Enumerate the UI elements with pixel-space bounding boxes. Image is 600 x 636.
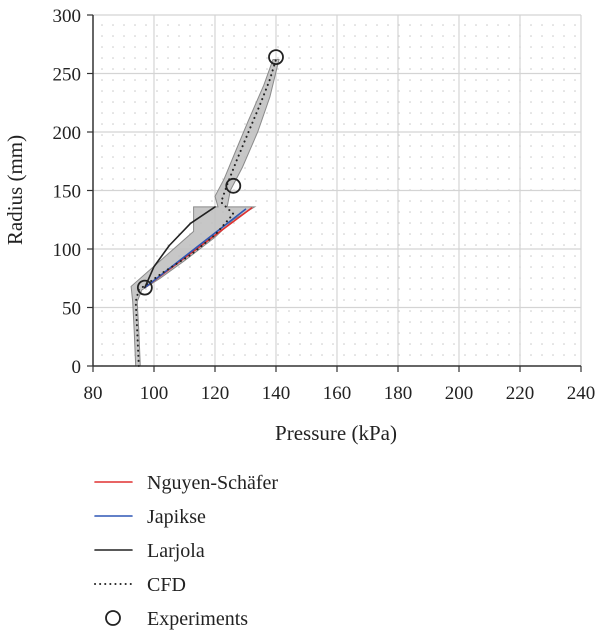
series-line-larjola: [144, 206, 216, 289]
experiment-point: [136, 279, 153, 296]
x-tick-label: 220: [506, 383, 535, 404]
series-line-cfd: [134, 58, 277, 367]
y-tick-label: 200: [53, 123, 82, 144]
tick-labels: 80 100 120 140 160 180 200 220 240 0 50 100 150 200 25…: [53, 6, 596, 404]
series-lines: [134, 58, 277, 367]
x-tick-label: 240: [567, 383, 596, 404]
x-tick-label: 200: [445, 383, 474, 404]
x-tick-label: 160: [323, 383, 352, 404]
legend-label: Larjola: [147, 540, 205, 562]
experiment-point: [225, 177, 242, 194]
legend: Nguyen-Schäfer Japikse Larjola CFD Experimen…: [94, 472, 278, 630]
series-line-japikse: [144, 208, 247, 289]
x-tick-label: 120: [201, 383, 230, 404]
legend-label: Experiments: [147, 608, 248, 630]
y-tick-label: 250: [53, 65, 82, 86]
y-tick-label: 150: [53, 182, 82, 203]
axes: [87, 14, 582, 372]
legend-label: Japikse: [147, 506, 206, 528]
y-tick-label: 100: [53, 240, 82, 261]
y-axis-label: Radius (mm): [3, 135, 27, 245]
legend-swatch-experiments: [105, 610, 121, 626]
x-tick-label: 100: [140, 383, 169, 404]
x-axis-label: Pressure (kPa): [275, 421, 397, 445]
y-tick-label: 50: [62, 299, 81, 320]
y-tick-label: 0: [72, 357, 82, 378]
experiment-point: [268, 49, 284, 66]
experiment-markers: [136, 49, 284, 296]
x-tick-label: 180: [384, 383, 413, 404]
x-tick-label: 80: [84, 383, 103, 404]
legend-label: CFD: [147, 574, 186, 596]
legend-label: Nguyen-Schäfer: [147, 472, 278, 494]
grid: [93, 14, 582, 366]
x-tick-label: 140: [262, 383, 291, 404]
y-tick-label: 300: [53, 6, 82, 27]
